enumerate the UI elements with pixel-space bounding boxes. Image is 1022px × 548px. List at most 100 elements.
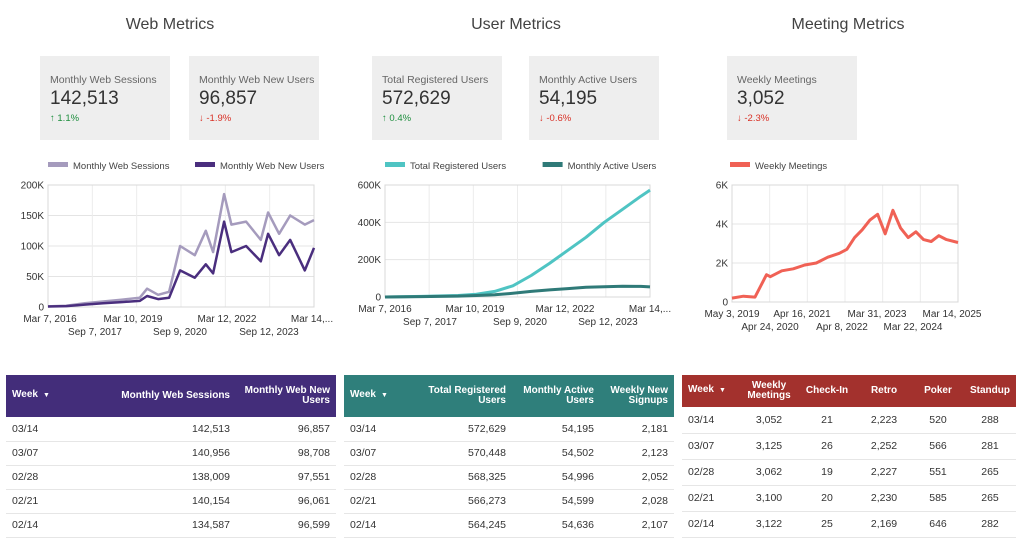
table-cell: 520 <box>912 407 964 434</box>
table-cell: 142,513 <box>106 417 236 442</box>
legend-swatch <box>730 162 750 167</box>
column-header[interactable]: Weekly New Signups <box>610 384 668 406</box>
kpi-value: 96,857 <box>199 88 258 109</box>
web-metrics-table: Week ▼ Monthly Web Sessions Monthly Web N… <box>6 375 336 538</box>
table-cell: 570,448 <box>422 441 512 466</box>
x-tick-label: Mar 10, 2019 <box>446 304 505 315</box>
column-header[interactable]: Check-In <box>805 384 849 396</box>
kpi-label: Monthly Active Users <box>539 74 638 86</box>
column-header[interactable]: Total Registered Users <box>428 384 506 406</box>
week-column-header[interactable]: Week ▼ <box>350 389 388 401</box>
kpi-delta: ↓ -1.9% <box>199 113 232 124</box>
table-row[interactable]: 02/21 3,100 20 2,230 585 265 <box>682 485 1016 512</box>
table-row[interactable]: 02/28 3,062 19 2,227 551 265 <box>682 459 1016 486</box>
plot-frame <box>731 184 959 303</box>
table-cell: 96,599 <box>236 513 336 538</box>
x-tick-label: May 3, 2019 <box>704 309 759 320</box>
table-row[interactable]: 03/07 140,956 98,708 <box>6 441 336 466</box>
table-cell: 03/07 <box>344 441 422 466</box>
kpi-delta: ↑ 1.1% <box>50 113 80 124</box>
kpi-label: Monthly Web New Users <box>199 74 315 86</box>
column-header[interactable]: Retro <box>870 384 898 396</box>
legend-label: Total Registered Users <box>410 161 506 172</box>
table-cell: 25 <box>798 511 856 538</box>
series-line <box>47 192 315 308</box>
x-tick-label: Mar 14,... <box>629 304 671 315</box>
table-cell: 288 <box>964 407 1016 434</box>
column-header[interactable]: Monthly Active Users <box>523 384 594 406</box>
column-header[interactable]: Poker <box>924 384 952 396</box>
kpi-value: 572,629 <box>382 88 451 109</box>
y-tick-label: 0 <box>38 303 44 314</box>
kpi-value: 54,195 <box>539 88 598 109</box>
column-header[interactable]: Standup <box>970 384 1010 396</box>
table-row[interactable]: 02/14 3,122 25 2,169 646 282 <box>682 511 1016 538</box>
table-cell: 21 <box>798 407 856 434</box>
table-row[interactable]: 03/07 570,448 54,502 2,123 <box>344 441 674 466</box>
table-cell: 3,062 <box>740 459 798 486</box>
y-tick-label: 0 <box>375 293 381 304</box>
kpi-label: Monthly Web Sessions <box>50 74 157 86</box>
x-tick-label: Mar 31, 2023 <box>848 309 907 320</box>
sort-descending-icon: ▼ <box>718 387 726 395</box>
table-cell: 2,181 <box>600 417 674 442</box>
kpi-card-web-new-users: Monthly Web New Users 96,857 ↓ -1.9% <box>189 56 319 140</box>
table-cell: 02/14 <box>682 511 740 538</box>
table-cell: 02/28 <box>344 465 422 490</box>
table-row[interactable]: 02/14 134,587 96,599 <box>6 513 336 538</box>
x-tick-label: Apr 8, 2022 <box>816 322 868 333</box>
table-row[interactable]: 03/14 3,052 21 2,223 520 288 <box>682 407 1016 434</box>
legend-label: Weekly Meetings <box>755 161 827 172</box>
table-cell: 02/28 <box>6 465 106 490</box>
column-header[interactable]: Monthly Web New Users <box>244 384 330 406</box>
table-cell: 3,052 <box>740 407 798 434</box>
column-header[interactable]: Monthly Web Sessions <box>121 389 230 401</box>
table-row[interactable]: 02/14 564,245 54,636 2,107 <box>344 513 674 538</box>
web-metrics-title: Web Metrics <box>125 16 215 33</box>
x-tick-label: Mar 12, 2022 <box>198 314 257 325</box>
table-cell: 54,996 <box>512 465 600 490</box>
kpi-card-monthly-active-users: Monthly Active Users 54,195 ↓ -0.6% <box>529 56 659 140</box>
table-cell: 2,227 <box>856 459 912 486</box>
table-cell: 54,195 <box>512 417 600 442</box>
table-cell: 265 <box>964 485 1016 512</box>
table-cell: 54,636 <box>512 513 600 538</box>
kpi-card-registered-users: Total Registered Users 572,629 ↑ 0.4% <box>372 56 502 140</box>
table-cell: 20 <box>798 485 856 512</box>
table-header-row: Week ▼ Monthly Web Sessions Monthly Web N… <box>6 375 336 417</box>
series-line <box>731 208 959 300</box>
table-row[interactable]: 03/14 572,629 54,195 2,181 <box>344 417 674 442</box>
table-row[interactable]: 02/28 138,009 97,551 <box>6 465 336 490</box>
table-cell: 03/14 <box>6 417 106 442</box>
table-cell: 97,551 <box>236 465 336 490</box>
week-column-header[interactable]: Week ▼ <box>688 384 726 396</box>
table-cell: 03/07 <box>6 441 106 466</box>
table-cell: 02/21 <box>344 489 422 514</box>
y-tick-label: 2K <box>716 259 729 270</box>
y-tick-label: 200K <box>21 181 45 192</box>
table-row[interactable]: 02/21 566,273 54,599 2,028 <box>344 489 674 514</box>
table-cell: 54,599 <box>512 489 600 514</box>
arrow-down-icon: ↓ <box>199 113 204 124</box>
table-cell: 564,245 <box>422 513 512 538</box>
x-tick-label: Sep 9, 2020 <box>153 327 207 338</box>
table-row[interactable]: 03/07 3,125 26 2,252 566 281 <box>682 433 1016 460</box>
kpi-label: Total Registered Users <box>382 74 489 86</box>
kpi-value: 142,513 <box>50 88 119 109</box>
week-column-header[interactable]: Week ▼ <box>12 389 50 401</box>
table-row[interactable]: 02/21 140,154 96,061 <box>6 489 336 514</box>
x-tick-label: Mar 12, 2022 <box>536 304 595 315</box>
legend-swatch <box>195 162 215 167</box>
x-tick-label: Sep 7, 2017 <box>68 327 122 338</box>
x-tick-label: Mar 7, 2016 <box>358 304 412 315</box>
x-tick-label: Mar 7, 2016 <box>23 314 77 325</box>
table-row[interactable]: 02/28 568,325 54,996 2,052 <box>344 465 674 490</box>
legend-swatch <box>385 162 405 167</box>
kpi-card-web-sessions: Monthly Web Sessions 142,513 ↑ 1.1% <box>40 56 170 140</box>
legend-swatch <box>542 162 563 167</box>
y-tick-label: 600K <box>358 181 382 192</box>
kpi-card-weekly-meetings: Weekly Meetings 3,052 ↓ -2.3% <box>727 56 857 140</box>
column-header[interactable]: Weekly Meetings <box>747 379 791 401</box>
x-tick-label: Mar 14, 2025 <box>923 309 982 320</box>
table-row[interactable]: 03/14 142,513 96,857 <box>6 417 336 442</box>
